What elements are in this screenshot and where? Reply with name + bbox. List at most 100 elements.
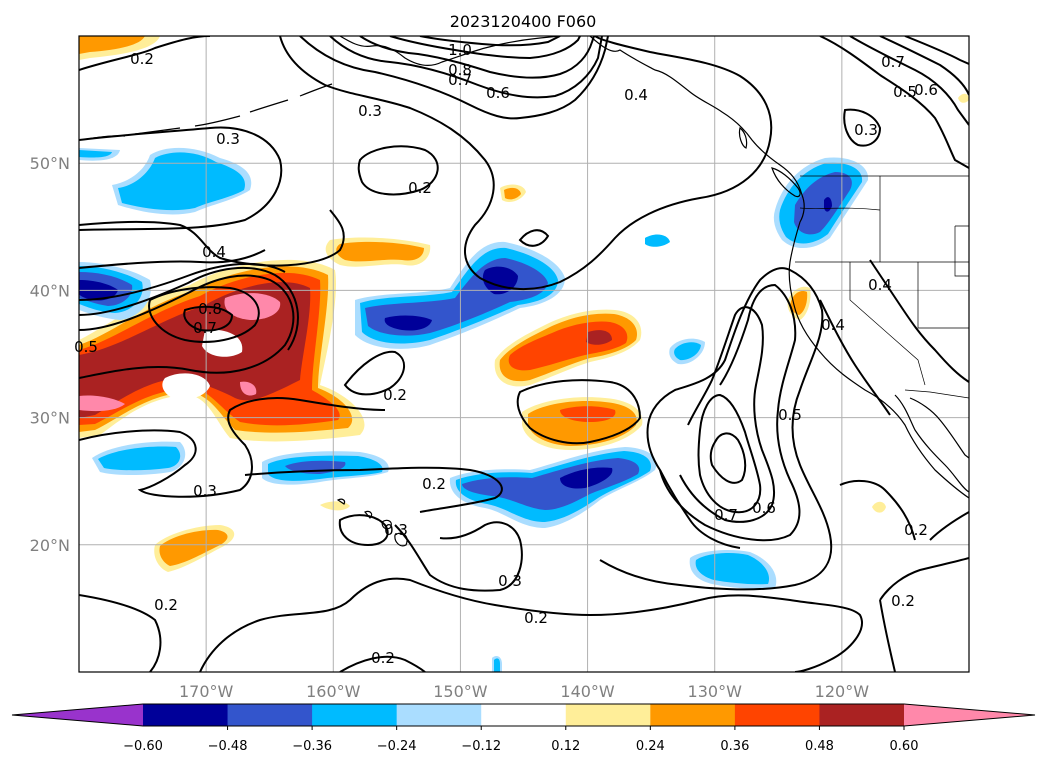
latitude-tick-label: 20°N [30, 536, 70, 555]
contour-line [709, 432, 747, 484]
colorbar-tick-label: −0.36 [292, 739, 332, 754]
longitude-tick-label: 160°W [306, 682, 361, 701]
contour-line [79, 266, 299, 351]
baja-coastline [894, 394, 969, 493]
contour-line [359, 36, 595, 79]
contour-label: 0.6 [486, 84, 510, 102]
fill-negative-region [118, 152, 245, 211]
colorbar-segment [396, 704, 482, 726]
contour-line [697, 393, 762, 514]
colorbar-tick-label: 0.60 [890, 739, 919, 754]
fill-positive-region [240, 381, 257, 396]
contour-line [879, 599, 896, 672]
fill-negative-region [560, 467, 613, 489]
contour-line [299, 36, 609, 120]
north-america-coastline [589, 36, 969, 499]
contour-label: 0.3 [384, 521, 408, 539]
contour-label: 0.3 [216, 130, 240, 148]
fill-negative-region [674, 342, 701, 361]
contour-label: 0.3 [498, 572, 522, 590]
contour-label: 0.2 [154, 596, 178, 614]
contour-line [357, 145, 439, 196]
contour-label: 0.2 [408, 179, 432, 197]
hawaiian-islands [336, 498, 408, 547]
colorbar-segment [734, 704, 820, 726]
fill-positive-region [336, 241, 424, 262]
arizona-border [954, 225, 969, 277]
colorbar-segment [650, 704, 736, 726]
contour-line [339, 655, 426, 672]
colorbar-extend-high [904, 704, 1035, 726]
vancouver-island [771, 167, 801, 198]
contour-line [679, 306, 776, 523]
contour-line [904, 36, 969, 65]
colorbar-tick-label: 0.12 [551, 739, 580, 754]
contour-label: 0.7 [881, 53, 905, 71]
colorbar-tick-label: −0.60 [123, 739, 163, 754]
colorbar-segment [312, 704, 398, 726]
contour-line [419, 36, 561, 47]
longitude-tick-label: 150°W [433, 682, 488, 701]
fill-positive-region [224, 293, 281, 320]
fill-negative-region [794, 172, 852, 235]
colorbar-tick-label: −0.24 [377, 739, 417, 754]
colorbar: −0.60 −0.48 −0.36 −0.24 −0.12 0.12 0.24 0.36 0.4… [11, 703, 1036, 754]
colorbar-segment [481, 704, 567, 726]
colorbar-segment [819, 704, 905, 726]
contour-line [879, 557, 969, 601]
contour-label: 0.4 [821, 316, 845, 334]
colorbar-tick-label: 0.36 [720, 739, 749, 754]
fill-negative-region [98, 446, 181, 471]
contour-line [279, 36, 773, 290]
contour-label: 0.5 [778, 406, 802, 424]
contour-label: 0.5 [74, 338, 98, 356]
map-area [79, 36, 969, 672]
fill-positive-region [159, 529, 228, 566]
contour-labels: 0.2 1.0 0.8 0.7 0.6 0.3 0.3 0.4 0.2 0.4 … [74, 41, 938, 667]
longitude-tick-label: 130°W [688, 682, 743, 701]
contour-line [79, 209, 345, 267]
contour-line [338, 514, 389, 547]
longitude-tick-label: 170°W [179, 682, 234, 701]
contour-line [659, 283, 801, 542]
fill-positive-region [586, 330, 612, 345]
filled-anomaly-layer [79, 36, 969, 672]
colorbar-segment [565, 704, 651, 726]
contour-line [389, 36, 581, 60]
gridlines [79, 36, 969, 672]
contour-line [843, 108, 882, 147]
contour-line [79, 594, 162, 672]
fill-positive-region [79, 36, 145, 54]
contour-line [343, 350, 405, 396]
contour-label: 0.4 [868, 276, 892, 294]
haida-gwaii [738, 126, 748, 149]
fill-negative-region [695, 552, 770, 585]
map-title: 2023120400 F060 [450, 12, 597, 31]
contour-line [518, 229, 550, 247]
colorbar-tick-label: 0.48 [805, 739, 834, 754]
contour-label: 0.6 [752, 499, 776, 517]
colorbar-segment [227, 704, 313, 726]
contour-line [148, 286, 260, 343]
axis-labels: 170°W 160°W 150°W 140°W 130°W 120°W 20°N 30°N 40… [30, 154, 870, 701]
contour-line [79, 249, 266, 269]
contour-label: 0.4 [202, 243, 226, 261]
contour-label: 0.7 [714, 506, 738, 524]
contour-line [819, 299, 891, 416]
contour-label: 0.2 [422, 475, 446, 493]
contour-label: 0.2 [891, 592, 915, 610]
contour-label: 0.8 [198, 300, 222, 318]
longitude-tick-label: 120°W [815, 682, 870, 701]
contour-label: 1.0 [448, 41, 472, 59]
colorbar-tick-label: −0.48 [208, 739, 248, 754]
map-frame [78, 35, 970, 673]
nevada-border [917, 262, 969, 329]
contour-line [329, 36, 603, 99]
contour-label: 0.2 [383, 386, 407, 404]
contour-line [79, 36, 211, 71]
longitude-tick-label: 140°W [560, 682, 615, 701]
latitude-tick-label: 40°N [30, 281, 70, 300]
colorbar-tick-label: 0.24 [636, 739, 665, 754]
colorbar-tick-label: −0.12 [461, 739, 501, 754]
